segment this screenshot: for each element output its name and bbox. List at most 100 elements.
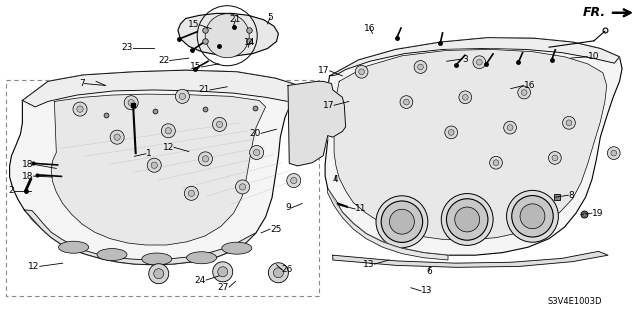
Circle shape — [459, 91, 472, 104]
Circle shape — [404, 99, 409, 105]
Text: 3: 3 — [462, 55, 468, 63]
Circle shape — [77, 106, 83, 112]
Circle shape — [520, 204, 545, 229]
Text: 19: 19 — [592, 209, 604, 218]
Circle shape — [522, 90, 527, 95]
Circle shape — [205, 14, 249, 58]
Polygon shape — [51, 94, 266, 245]
Text: 18: 18 — [22, 160, 33, 169]
Text: 21: 21 — [230, 15, 241, 24]
Text: 21: 21 — [198, 85, 210, 94]
Circle shape — [449, 130, 454, 135]
Circle shape — [236, 180, 250, 194]
Circle shape — [508, 125, 513, 130]
Text: 1: 1 — [146, 149, 152, 158]
Text: 16: 16 — [364, 24, 376, 33]
Text: 25: 25 — [270, 225, 282, 234]
Circle shape — [493, 160, 499, 166]
Text: 4: 4 — [333, 175, 338, 184]
Circle shape — [216, 121, 223, 128]
Text: 9: 9 — [285, 204, 291, 212]
Circle shape — [287, 174, 301, 188]
Text: 17: 17 — [318, 66, 330, 75]
Circle shape — [218, 267, 228, 277]
Circle shape — [442, 194, 493, 245]
Circle shape — [390, 209, 414, 234]
Circle shape — [239, 184, 246, 190]
Ellipse shape — [59, 241, 88, 253]
Circle shape — [552, 155, 557, 161]
Ellipse shape — [97, 249, 127, 261]
Circle shape — [212, 117, 227, 131]
Text: 14: 14 — [244, 38, 255, 47]
Circle shape — [381, 201, 422, 242]
Circle shape — [355, 65, 368, 78]
Circle shape — [268, 263, 289, 283]
Circle shape — [161, 124, 175, 138]
Text: 26: 26 — [282, 265, 293, 274]
Text: 18: 18 — [22, 172, 33, 181]
Circle shape — [445, 126, 458, 139]
Text: 22: 22 — [158, 56, 170, 65]
Circle shape — [175, 89, 189, 103]
Circle shape — [359, 69, 364, 75]
Circle shape — [114, 134, 120, 140]
Circle shape — [184, 186, 198, 200]
Text: 7: 7 — [79, 79, 84, 88]
Circle shape — [188, 190, 195, 197]
Text: 5: 5 — [268, 13, 273, 22]
Ellipse shape — [222, 242, 252, 254]
Ellipse shape — [142, 253, 172, 265]
Text: 6: 6 — [426, 267, 431, 276]
Circle shape — [400, 96, 413, 108]
Text: S3V4E1003D: S3V4E1003D — [547, 297, 602, 306]
Text: 16: 16 — [524, 81, 535, 90]
Text: 10: 10 — [588, 52, 599, 61]
Text: 15: 15 — [190, 63, 202, 71]
Circle shape — [128, 100, 134, 106]
Circle shape — [490, 156, 502, 169]
Circle shape — [473, 56, 486, 69]
Text: 15: 15 — [188, 20, 200, 29]
Polygon shape — [334, 49, 607, 240]
Circle shape — [477, 59, 482, 65]
Text: 23: 23 — [122, 43, 133, 52]
Polygon shape — [328, 188, 448, 260]
Polygon shape — [22, 70, 301, 107]
Text: 2: 2 — [8, 186, 14, 195]
Text: 12: 12 — [163, 143, 174, 152]
Circle shape — [563, 116, 575, 129]
Circle shape — [291, 177, 297, 184]
Text: FR.: FR. — [583, 6, 606, 19]
Text: 12: 12 — [28, 262, 40, 271]
Circle shape — [518, 86, 531, 99]
Polygon shape — [24, 210, 256, 265]
Circle shape — [212, 262, 233, 282]
Circle shape — [447, 199, 488, 240]
Circle shape — [548, 152, 561, 164]
Text: 8: 8 — [568, 191, 574, 200]
Circle shape — [611, 150, 616, 156]
Circle shape — [607, 147, 620, 160]
Circle shape — [165, 128, 172, 134]
Polygon shape — [288, 81, 346, 166]
Polygon shape — [10, 70, 301, 265]
Polygon shape — [333, 251, 608, 267]
Text: 13: 13 — [421, 286, 433, 295]
Circle shape — [507, 190, 558, 242]
Ellipse shape — [187, 252, 216, 264]
Circle shape — [512, 196, 553, 237]
Circle shape — [418, 64, 423, 70]
Circle shape — [124, 96, 138, 110]
Circle shape — [414, 61, 427, 73]
Circle shape — [504, 121, 516, 134]
Circle shape — [73, 102, 87, 116]
Circle shape — [376, 196, 428, 248]
Circle shape — [463, 94, 468, 100]
Circle shape — [151, 162, 157, 168]
Text: 24: 24 — [195, 276, 206, 285]
Circle shape — [154, 269, 164, 279]
Circle shape — [202, 156, 209, 162]
Circle shape — [147, 158, 161, 172]
Polygon shape — [178, 13, 278, 56]
